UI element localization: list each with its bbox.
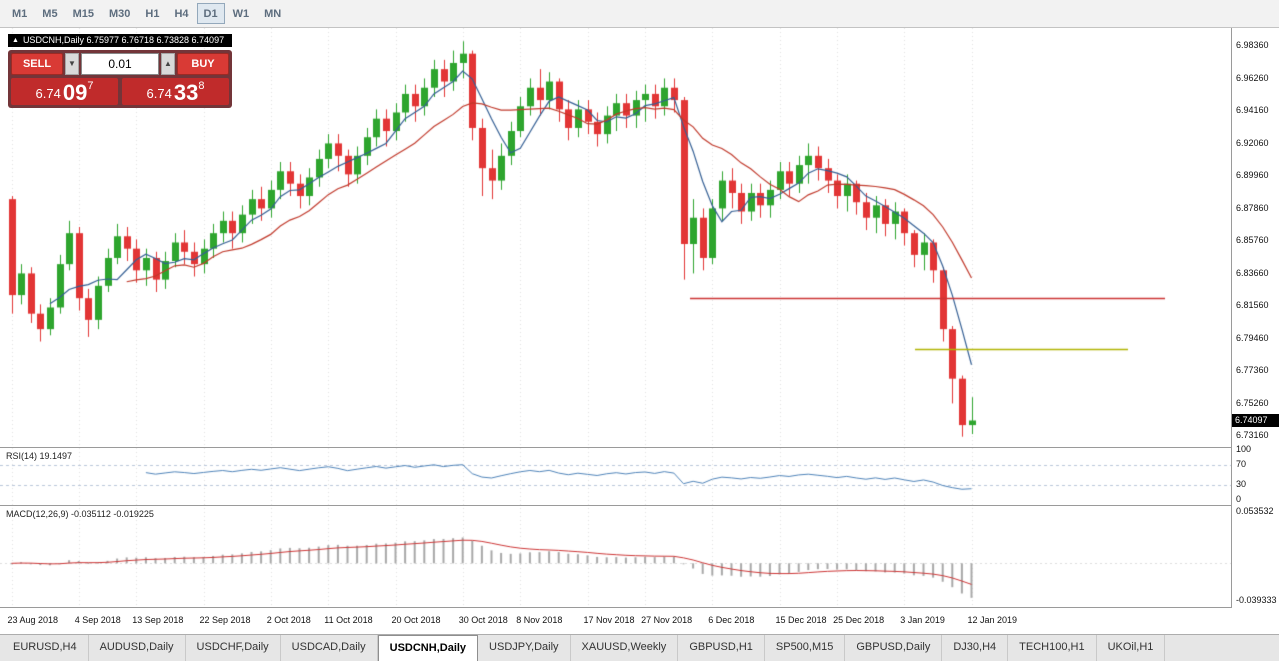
one-click-trade-panel: SELL ▼ ▲ BUY 6.74 09 7 6.74 33 8 xyxy=(8,50,232,108)
macd-indicator-label: MACD(12,26,9) -0.035112 -0.019225 xyxy=(6,509,154,519)
price-axis-label: 6.92060 xyxy=(1236,137,1269,148)
timeframe-button-h4[interactable]: H4 xyxy=(167,3,195,24)
pane-separator[interactable] xyxy=(0,607,1279,608)
date-axis-label: 23 Aug 2018 xyxy=(7,615,59,625)
timeframe-button-m5[interactable]: M5 xyxy=(35,3,64,24)
chart-tab-usdchf[interactable]: USDCHF,Daily xyxy=(186,635,281,661)
date-axis-label: 13 Sep 2018 xyxy=(132,615,184,625)
date-axis-label: 17 Nov 2018 xyxy=(583,615,635,625)
price-axis[interactable]: 0.053532 -0.039333 6.98360 6.96260 6.94160… xyxy=(1231,28,1279,608)
buy-price-display[interactable]: 6.74 33 8 xyxy=(122,78,229,105)
chart-tab-gbpusd[interactable]: GBPUSD,Daily xyxy=(845,635,943,661)
date-axis-label: 27 Nov 2018 xyxy=(641,615,693,625)
macd-scale-min: -0.039333 xyxy=(1236,595,1277,605)
rsi-level-label: 30 xyxy=(1236,479,1247,489)
timeframe-button-mn[interactable]: MN xyxy=(257,3,288,24)
chart-tab-audusd[interactable]: AUDUSD,Daily xyxy=(89,635,186,661)
date-axis-label: 30 Oct 2018 xyxy=(458,615,508,625)
timeframe-button-h1[interactable]: H1 xyxy=(138,3,166,24)
buy-button[interactable]: BUY xyxy=(177,53,229,75)
chart-tab-ukoil[interactable]: UKOil,H1 xyxy=(1097,635,1166,661)
buy-price-sup: 8 xyxy=(198,80,205,92)
price-axis-label: 6.96260 xyxy=(1236,72,1269,83)
timeframe-button-w1[interactable]: W1 xyxy=(226,3,257,24)
chart-tab-usdcad[interactable]: USDCAD,Daily xyxy=(281,635,378,661)
rsi-indicator-label: RSI(14) 19.1497 xyxy=(6,451,73,461)
chart-symbol-ohlc: USDCNH,Daily 6.75977 6.76718 6.73828 6.7… xyxy=(22,35,225,45)
chart-canvas[interactable] xyxy=(0,28,1231,608)
chart-tab-usdcnh[interactable]: USDCNH,Daily xyxy=(377,635,479,661)
date-axis-label: 12 Jan 2019 xyxy=(967,615,1018,625)
price-axis-label: 6.75260 xyxy=(1236,397,1269,408)
price-axis-label: 6.89960 xyxy=(1236,170,1269,180)
date-axis-label: 2 Oct 2018 xyxy=(266,615,311,625)
timeframe-button-d1[interactable]: D1 xyxy=(196,3,225,24)
date-axis[interactable]: 23 Aug 2018 4 Sep 2018 13 Sep 2018 22 Sep 2… xyxy=(0,608,1231,634)
volume-input[interactable] xyxy=(81,53,159,75)
price-axis-label: 6.85760 xyxy=(1236,235,1269,245)
date-axis-label: 11 Oct 2018 xyxy=(324,615,373,625)
date-axis-label: 22 Sep 2018 xyxy=(199,615,251,625)
macd-scale-max: 0.053532 xyxy=(1236,506,1274,516)
chart-symbol-titlebar[interactable]: ▲ USDCNH,Daily 6.75977 6.76718 6.73828 6… xyxy=(8,34,233,47)
date-axis-label: 15 Dec 2018 xyxy=(775,615,827,625)
date-axis-label: 4 Sep 2018 xyxy=(74,615,121,625)
date-axis-label: 3 Jan 2019 xyxy=(900,615,945,625)
price-axis-label: 6.73160 xyxy=(1236,430,1269,440)
chart-tab-eurusd[interactable]: EURUSD,H4 xyxy=(2,635,89,661)
pane-separator[interactable] xyxy=(0,447,1279,448)
price-axis-label: 6.94160 xyxy=(1236,105,1269,115)
price-axis-label: 6.77360 xyxy=(1236,365,1269,375)
sell-price-big: 09 xyxy=(62,80,88,105)
current-price-badge: 6.74097 xyxy=(1232,414,1279,427)
volume-up-icon[interactable]: ▲ xyxy=(161,53,175,75)
price-axis-label: 6.87860 xyxy=(1236,202,1269,213)
pane-separator[interactable] xyxy=(0,505,1279,506)
sell-price-display[interactable]: 6.74 09 7 xyxy=(11,78,118,105)
timeframe-toolbar: M1 M5 M15 M30 H1 H4 D1 W1 MN xyxy=(0,0,1279,28)
date-axis-label: 20 Oct 2018 xyxy=(391,615,441,625)
price-axis-label: 6.79460 xyxy=(1236,332,1269,343)
timeframe-button-m30[interactable]: M30 xyxy=(102,3,137,24)
trade-controls-row: SELL ▼ ▲ BUY xyxy=(11,53,229,75)
chart-tab-tech100[interactable]: TECH100,H1 xyxy=(1008,635,1097,661)
price-axis-label: 6.98360 xyxy=(1236,40,1269,50)
chart-tab-sp500[interactable]: SP500,M15 xyxy=(765,635,846,661)
rsi-level-label: 0 xyxy=(1236,494,1242,504)
price-axis-label: 6.83660 xyxy=(1236,267,1269,278)
rsi-level-label: 100 xyxy=(1236,444,1252,454)
volume-down-icon[interactable]: ▼ xyxy=(65,53,79,75)
price-axis-label: 6.81560 xyxy=(1236,300,1269,310)
chart-tab-dj30[interactable]: DJ30,H4 xyxy=(942,635,1009,661)
chart-tab-gbpusd[interactable]: GBPUSD,H1 xyxy=(678,635,765,661)
chart-tab-usdjpy[interactable]: USDJPY,Daily xyxy=(478,635,571,661)
chart-window: ▲ USDCNH,Daily 6.75977 6.76718 6.73828 6… xyxy=(0,28,1279,634)
date-axis-label: 8 Nov 2018 xyxy=(516,615,563,625)
sell-price-main: 6.74 xyxy=(35,86,61,101)
sell-price-sup: 7 xyxy=(87,80,94,92)
buy-price-main: 6.74 xyxy=(146,86,172,101)
timeframe-button-m15[interactable]: M15 xyxy=(66,3,101,24)
timeframe-button-m1[interactable]: M1 xyxy=(5,3,34,24)
trade-prices-row: 6.74 09 7 6.74 33 8 xyxy=(11,78,229,105)
sell-button[interactable]: SELL xyxy=(11,53,63,75)
buy-price-big: 33 xyxy=(173,80,199,105)
date-axis-label: 6 Dec 2018 xyxy=(708,615,755,625)
chart-tab-xauusd[interactable]: XAUUSD,Weekly xyxy=(571,635,679,661)
chart-tabs: EURUSD,H4 AUDUSD,Daily USDCHF,Daily USDCAD,… xyxy=(0,634,1279,661)
collapse-icon: ▲ xyxy=(12,37,19,44)
timeframe-group: M1 M5 M15 M30 H1 H4 D1 W1 MN xyxy=(5,3,289,24)
rsi-level-label: 70 xyxy=(1236,459,1247,469)
date-axis-label: 25 Dec 2018 xyxy=(833,615,885,625)
